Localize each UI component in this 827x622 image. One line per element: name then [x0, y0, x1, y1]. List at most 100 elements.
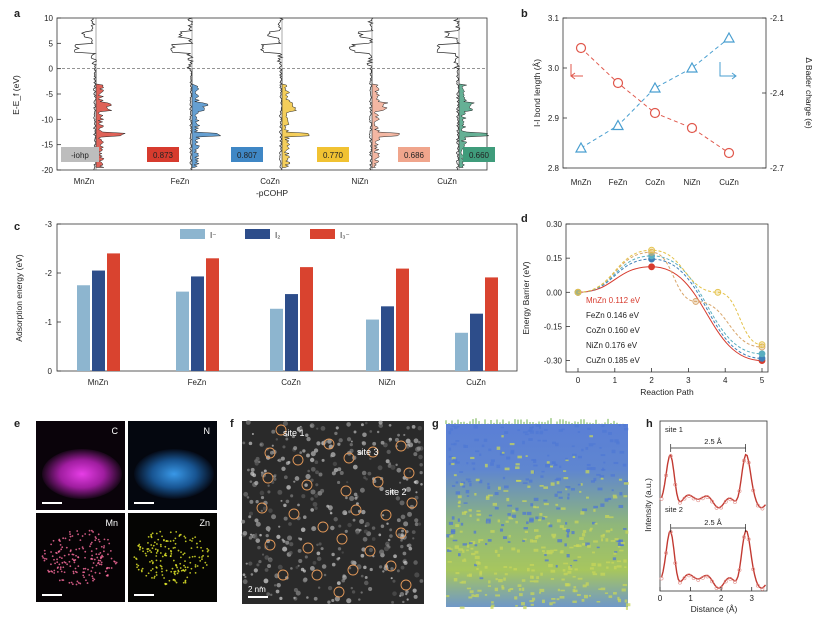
intensity-speck	[517, 584, 522, 587]
intensity-speck	[588, 443, 594, 447]
haadf-atom	[347, 522, 352, 528]
bond-length-point	[686, 122, 698, 134]
mn-signal-dot	[98, 540, 101, 543]
haadf-atom	[277, 564, 283, 570]
intensity-speck	[592, 573, 598, 576]
zn-signal-dot	[155, 532, 158, 535]
intensity-speck	[557, 588, 560, 592]
haadf-atom	[417, 425, 422, 431]
intensity-speck	[585, 582, 589, 586]
haadf-atom	[416, 446, 421, 451]
haadf-atom	[409, 504, 415, 510]
intensity-speck	[488, 448, 492, 452]
legend-label: I₂	[275, 231, 280, 240]
zn-signal-dot	[172, 547, 175, 549]
profile-point	[728, 577, 733, 581]
intensity-speck	[515, 463, 520, 466]
intensity-speck	[538, 519, 542, 522]
haadf-atom	[337, 547, 342, 551]
bader-charge-point	[685, 61, 699, 73]
mn-signal-dot	[98, 563, 101, 566]
atom-site-circle	[288, 508, 300, 520]
intensity-speck	[560, 507, 566, 510]
energy-path-CuZn	[577, 249, 763, 346]
zn-signal-dot	[151, 532, 154, 535]
haadf-atom	[331, 471, 336, 476]
haadf-atom	[297, 549, 302, 553]
bader-charge-point	[722, 31, 736, 43]
intensity-speck	[459, 482, 464, 486]
panel-d-xtick-label: 2	[649, 376, 654, 385]
panel-c-category-label: CoZn	[281, 378, 301, 387]
mn-signal-dot	[93, 578, 96, 581]
intensity-speck	[605, 538, 609, 542]
haadf-atom	[255, 521, 261, 527]
energy-point-CuZn	[758, 341, 766, 349]
profile-site-2-spacing: 2.5 Å	[704, 518, 722, 527]
intensity-speck	[580, 512, 585, 515]
intensity-speck	[549, 602, 553, 606]
haadf-atom	[278, 525, 281, 528]
haadf-atom	[413, 560, 418, 565]
intensity-speck	[612, 494, 617, 497]
panel-d-ticks: 0.30 0.15 0.00 -0.15 -0.30 0 1 2 3 4 5	[544, 220, 765, 385]
haadf-atom	[254, 461, 259, 466]
zn-signal-dot	[199, 540, 202, 543]
intensity-speck	[577, 431, 581, 433]
intensity-speck	[499, 452, 505, 456]
mn-signal-dot	[69, 535, 72, 538]
intensity-speck	[478, 540, 481, 543]
pcohp-value-label: 0.686	[404, 151, 425, 160]
intensity-speck	[529, 575, 534, 579]
haadf-atom	[338, 524, 342, 528]
haadf-atom	[273, 477, 277, 481]
haadf-atom	[314, 493, 319, 498]
intensity-speck	[565, 522, 568, 525]
haadf-atom	[378, 533, 382, 537]
intensity-speck	[529, 517, 534, 521]
intensity-speck	[585, 542, 590, 546]
mn-signal-dot	[103, 545, 106, 547]
intensity-speck	[523, 527, 528, 530]
mn-signal-dot	[56, 570, 59, 573]
panel-b-ytick-right-label: -2.7	[770, 164, 784, 173]
profile-point	[668, 454, 673, 458]
haadf-atom	[252, 534, 258, 540]
mn-signal-dot	[67, 553, 70, 556]
zn-signal-dot	[205, 564, 208, 566]
intensity-speck	[521, 579, 526, 582]
panel-h-xtick-label: 3	[749, 594, 754, 603]
panel-h-ticks: 0 1 2 3	[658, 587, 754, 603]
zn-signal-dot	[153, 575, 156, 578]
haadf-atom	[367, 471, 372, 476]
intensity-speck	[539, 591, 542, 594]
intensity-speck	[457, 495, 462, 499]
intensity-speck	[541, 470, 545, 473]
pcohp-fill-NiZn	[371, 68, 400, 168]
mn-signal-dot	[51, 555, 54, 558]
intensity-speck	[624, 599, 628, 603]
intensity-speck	[579, 490, 582, 493]
panel-a-category-label: CuZn	[437, 177, 457, 186]
profile-point	[760, 587, 765, 591]
zn-signal-dot	[202, 566, 205, 569]
site-2-label: site 2	[385, 487, 407, 497]
intensity-speck	[501, 585, 504, 588]
profile-point	[733, 500, 737, 504]
haadf-atom	[280, 499, 283, 502]
haadf-atom	[359, 487, 365, 493]
zn-signal-dot	[137, 568, 140, 571]
mn-signal-dot	[58, 579, 61, 582]
haadf-atom	[311, 526, 317, 532]
bond-length-line	[580, 47, 730, 154]
haadf-atom	[286, 485, 291, 490]
zn-signal-dot	[194, 571, 197, 574]
mn-signal-dot	[45, 558, 48, 560]
haadf-atom	[395, 496, 401, 501]
intensity-speck	[561, 578, 565, 581]
intensity-speck	[479, 453, 482, 457]
intensity-speck	[502, 476, 506, 480]
intensity-speck	[529, 430, 535, 434]
intensity-speck	[539, 432, 544, 435]
haadf-atom	[336, 557, 340, 561]
